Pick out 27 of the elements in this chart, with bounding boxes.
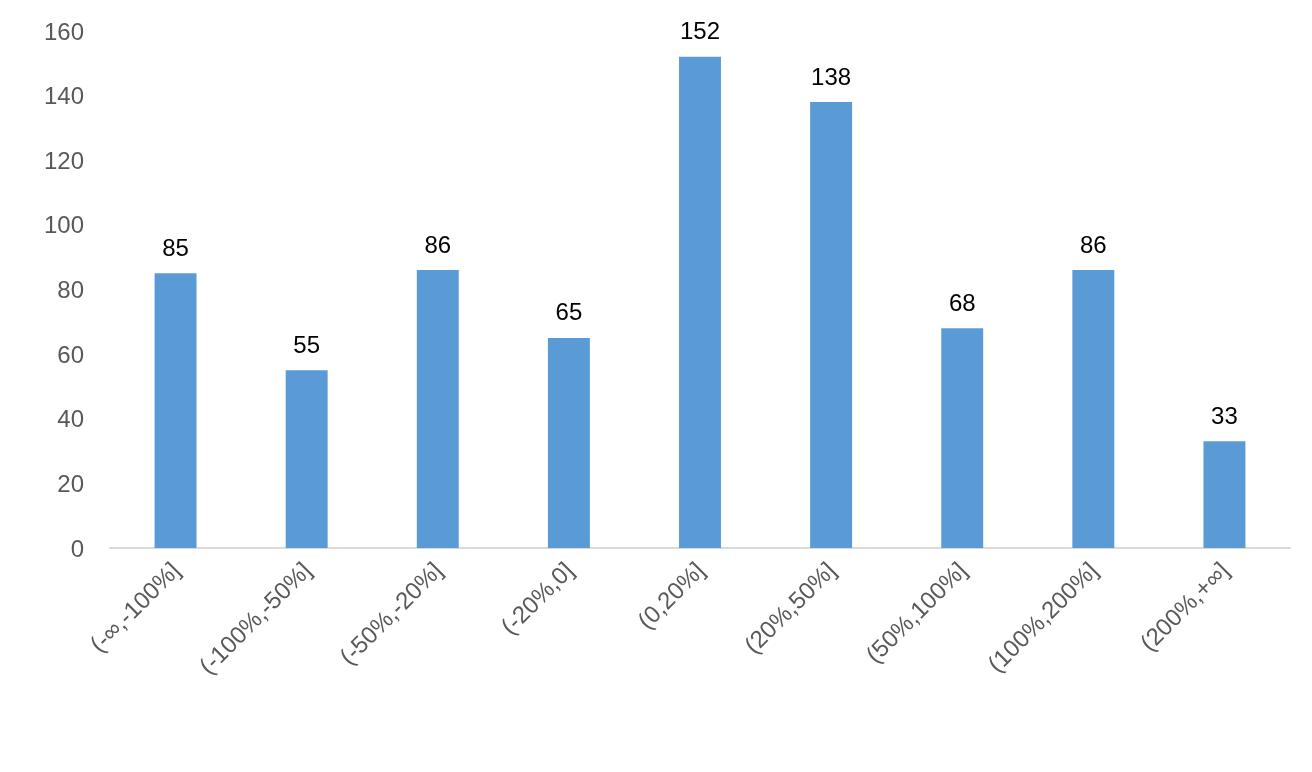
bar xyxy=(1072,270,1115,548)
y-tick-label: 140 xyxy=(43,82,84,110)
y-tick-label: 80 xyxy=(57,276,84,303)
y-tick-label: 0 xyxy=(70,534,84,562)
data-label: 138 xyxy=(811,62,852,90)
data-label: 55 xyxy=(293,330,321,358)
bar xyxy=(416,270,459,548)
data-label: 86 xyxy=(1079,230,1107,258)
y-tick-label: 100 xyxy=(43,211,84,239)
y-tick-label: 60 xyxy=(57,340,84,368)
y-tick-label: 160 xyxy=(43,17,84,45)
data-label: 85 xyxy=(162,233,189,261)
data-label: 86 xyxy=(424,230,452,258)
data-label: 152 xyxy=(679,17,721,45)
data-label: 68 xyxy=(948,288,976,316)
bar xyxy=(679,56,721,548)
data-label: 65 xyxy=(555,298,583,326)
y-tick-label: 20 xyxy=(57,469,84,497)
y-tick-label: 40 xyxy=(57,405,84,433)
bar xyxy=(1203,441,1246,548)
bar xyxy=(810,102,853,548)
bar xyxy=(941,328,984,548)
data-label: 33 xyxy=(1211,401,1238,429)
bar xyxy=(154,273,197,548)
bar xyxy=(547,337,590,548)
y-tick-label: 120 xyxy=(43,146,84,174)
bar xyxy=(285,370,328,548)
